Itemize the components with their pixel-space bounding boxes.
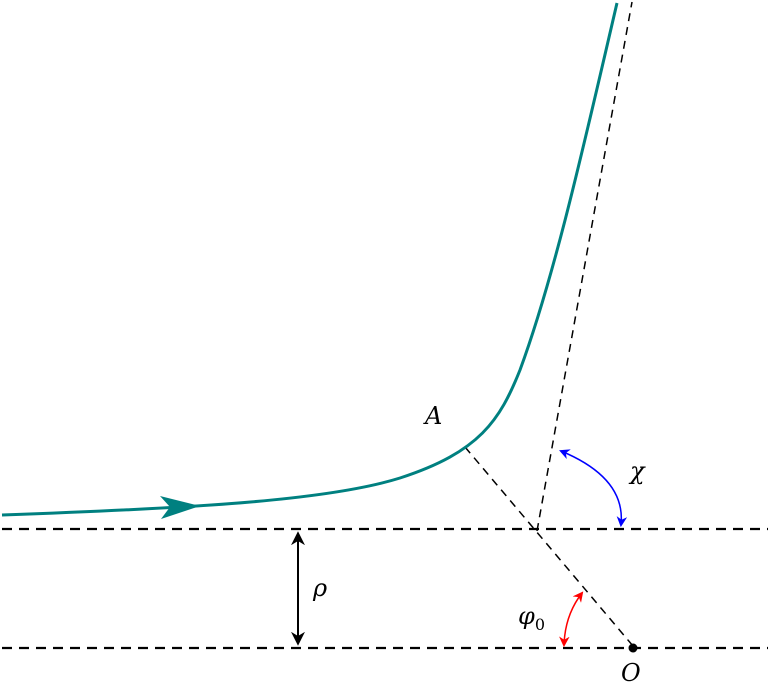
chi-angle-arrow — [559, 449, 628, 528]
trajectory-curve — [1, 2, 619, 517]
label-rho: ρ — [312, 574, 327, 602]
apsis-dashed-line — [464, 446, 634, 647]
label-point-a: A — [423, 402, 442, 430]
label-chi: χ — [628, 457, 646, 485]
label-phi0: φ0 — [518, 602, 545, 634]
phi0-angle-arrow — [559, 591, 584, 648]
outgoing-asymptote-line — [536, 1, 633, 532]
label-phi-base: φ — [518, 602, 535, 630]
label-origin: O — [621, 659, 641, 687]
trajectory-arrow-icon — [160, 496, 200, 519]
label-phi-subscript: 0 — [535, 615, 545, 634]
origin-point — [628, 643, 638, 653]
